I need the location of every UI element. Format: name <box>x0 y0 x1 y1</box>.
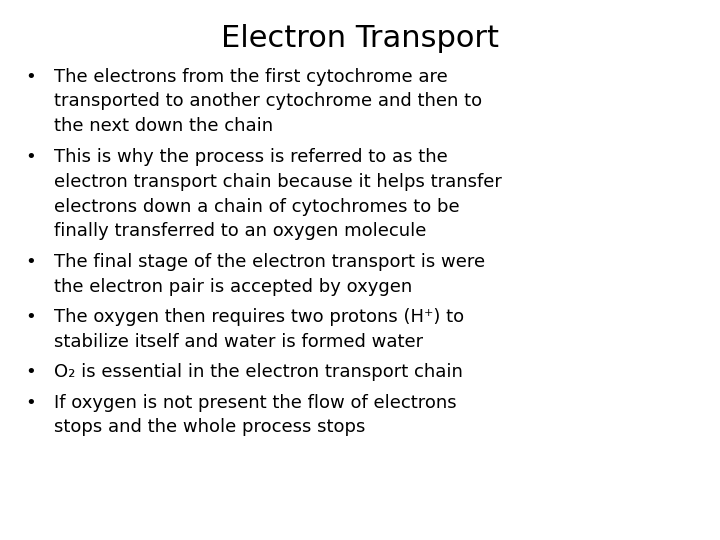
Text: The oxygen then requires two protons (H⁺) to: The oxygen then requires two protons (H⁺… <box>54 308 464 326</box>
Text: •: • <box>25 68 36 85</box>
Text: the electron pair is accepted by oxygen: the electron pair is accepted by oxygen <box>54 278 413 296</box>
Text: electrons down a chain of cytochromes to be: electrons down a chain of cytochromes to… <box>54 198 459 215</box>
Text: •: • <box>25 363 36 381</box>
Text: O₂ is essential in the electron transport chain: O₂ is essential in the electron transpor… <box>54 363 463 381</box>
Text: The electrons from the first cytochrome are: The electrons from the first cytochrome … <box>54 68 448 85</box>
Text: transported to another cytochrome and then to: transported to another cytochrome and th… <box>54 92 482 110</box>
Text: •: • <box>25 308 36 326</box>
Text: stabilize itself and water is formed water: stabilize itself and water is formed wat… <box>54 333 423 351</box>
Text: the next down the chain: the next down the chain <box>54 117 273 136</box>
Text: If oxygen is not present the flow of electrons: If oxygen is not present the flow of ele… <box>54 394 456 411</box>
Text: This is why the process is referred to as the: This is why the process is referred to a… <box>54 147 448 166</box>
Text: The final stage of the electron transport is were: The final stage of the electron transpor… <box>54 253 485 271</box>
Text: •: • <box>25 394 36 411</box>
Text: stops and the whole process stops: stops and the whole process stops <box>54 418 365 436</box>
Text: electron transport chain because it helps transfer: electron transport chain because it help… <box>54 173 502 191</box>
Text: •: • <box>25 147 36 166</box>
Text: •: • <box>25 253 36 271</box>
Text: finally transferred to an oxygen molecule: finally transferred to an oxygen molecul… <box>54 222 426 240</box>
Text: Electron Transport: Electron Transport <box>221 24 499 53</box>
